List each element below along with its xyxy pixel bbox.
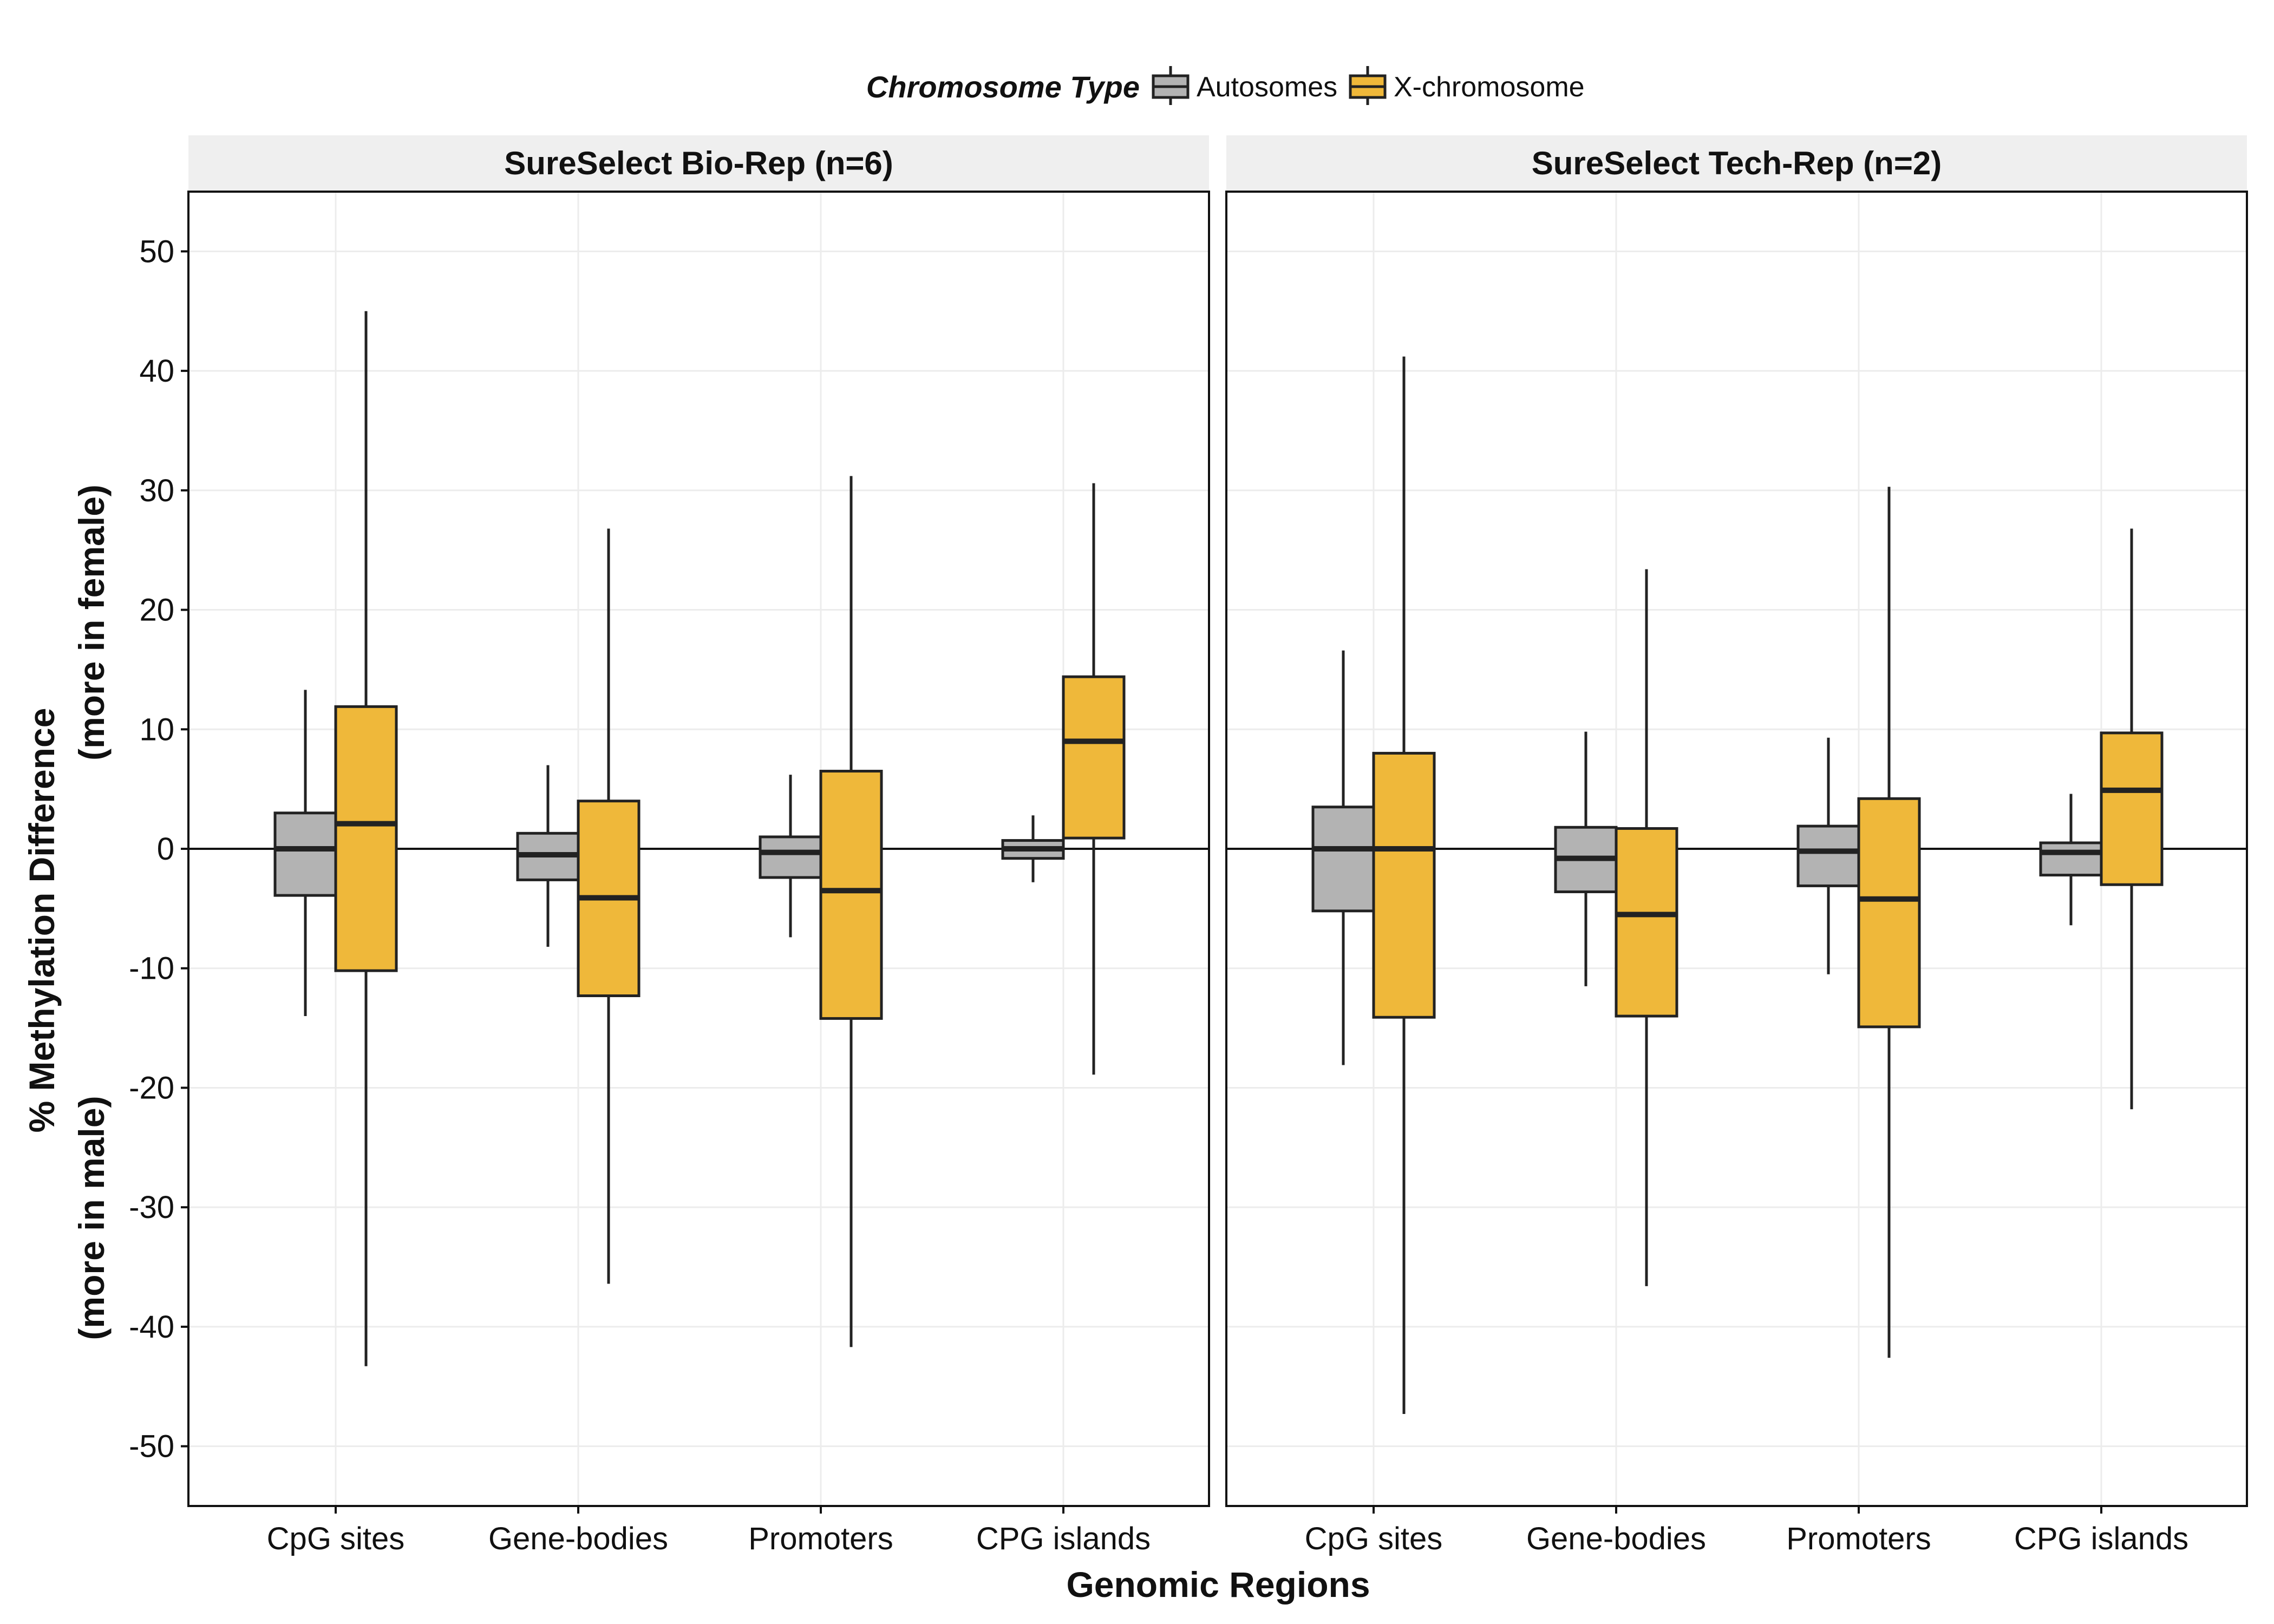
panel-strip xyxy=(1226,135,2247,192)
y-tick-label: -40 xyxy=(129,1309,174,1345)
y-axis-title-line2: (more in female) xyxy=(71,484,112,761)
box-body xyxy=(759,835,822,879)
box-x-chromosome-cpg-islands xyxy=(1062,483,1126,1075)
box-autosomes-promoters xyxy=(759,775,822,938)
box-x-chromosome-cpg-islands xyxy=(2100,528,2164,1110)
box-body xyxy=(1372,751,1436,1019)
box-body xyxy=(819,770,883,1020)
y-tick-label: 0 xyxy=(157,831,174,867)
x-tick-label: Gene-bodies xyxy=(1526,1521,1706,1556)
y-tick-label: -20 xyxy=(129,1070,174,1105)
panel-border xyxy=(1225,191,2248,1507)
x-tick-label: CPG islands xyxy=(2014,1521,2188,1556)
box-autosomes-cpg-islands xyxy=(2039,794,2103,926)
box-body xyxy=(1857,797,1921,1029)
y-axis-title: % Methylation Difference (more in female… xyxy=(22,484,112,1340)
box-autosomes-promoters xyxy=(1796,737,1860,974)
box-autosomes-gene-bodies xyxy=(516,765,580,947)
panel-2: SureSelect Tech-Rep (n=2) CpG sites Gene-b… xyxy=(1225,135,2248,1556)
box-autosomes-cpg-islands xyxy=(1001,815,1065,882)
box-x-chromosome-cpg-sites xyxy=(1372,356,1436,1415)
panel-1: SureSelect Bio-Rep (n=6) CpG sites Gene-bo… xyxy=(187,135,1210,1556)
box-x-chromosome-promoters xyxy=(819,476,883,1347)
y-axis-title-line3: (more in male) xyxy=(71,1096,112,1340)
box-body xyxy=(1796,824,1860,887)
y-tick-label: -50 xyxy=(129,1429,174,1464)
y-tick-label: 20 xyxy=(139,593,174,628)
box-autosomes-cpg-sites xyxy=(1311,650,1375,1065)
y-tick-label: 50 xyxy=(139,234,174,269)
box-body xyxy=(2100,731,2164,886)
y-tick-label: 40 xyxy=(139,353,174,389)
y-tick-label: 30 xyxy=(139,473,174,508)
box-x-chromosome-promoters xyxy=(1857,487,1921,1358)
box-body xyxy=(273,811,337,897)
x-axis-title: Genomic Regions xyxy=(1066,1564,1370,1605)
x-tick-label: Promoters xyxy=(748,1521,893,1556)
box-body xyxy=(1062,675,1126,840)
x-tick-label: Promoters xyxy=(1786,1521,1931,1556)
box-autosomes-cpg-sites xyxy=(273,690,337,1017)
y-tick-label: -10 xyxy=(129,951,174,986)
box-x-chromosome-cpg-sites xyxy=(334,311,398,1366)
box-body xyxy=(334,705,398,972)
y-tick-label: 10 xyxy=(139,712,174,747)
y-axis: 50 40 30 20 10 0 -10 -20 -30 -40 -50 xyxy=(129,234,188,1464)
x-tick-label: CpG sites xyxy=(1305,1521,1443,1556)
box-body xyxy=(2039,841,2103,877)
legend-title: Chromosome Type xyxy=(866,70,1140,104)
panel-title: SureSelect Tech-Rep (n=2) xyxy=(1532,145,1942,181)
legend-item-autosomes: Autosomes xyxy=(1152,66,1337,105)
x-tick-label: CPG islands xyxy=(976,1521,1151,1556)
x-tick-label: CpG sites xyxy=(267,1521,405,1556)
box-x-chromosome-gene-bodies xyxy=(1615,569,1678,1286)
box-body xyxy=(1615,827,1678,1018)
box-autosomes-gene-bodies xyxy=(1554,731,1618,986)
panel-strip xyxy=(188,135,1209,192)
box-x-chromosome-gene-bodies xyxy=(577,528,641,1284)
panel-title: SureSelect Bio-Rep (n=6) xyxy=(504,145,893,181)
box-body xyxy=(1311,806,1375,913)
y-tick-label: -30 xyxy=(129,1190,174,1225)
legend-label: Autosomes xyxy=(1197,71,1337,103)
y-axis-title-line1: % Methylation Difference xyxy=(22,708,62,1133)
legend-item-x-chromosome: X-chromosome xyxy=(1349,66,1585,105)
legend: Chromosome Type Autosomes X-chromosome xyxy=(866,66,1585,105)
legend-label: X-chromosome xyxy=(1394,71,1585,103)
x-tick-label: Gene-bodies xyxy=(488,1521,668,1556)
